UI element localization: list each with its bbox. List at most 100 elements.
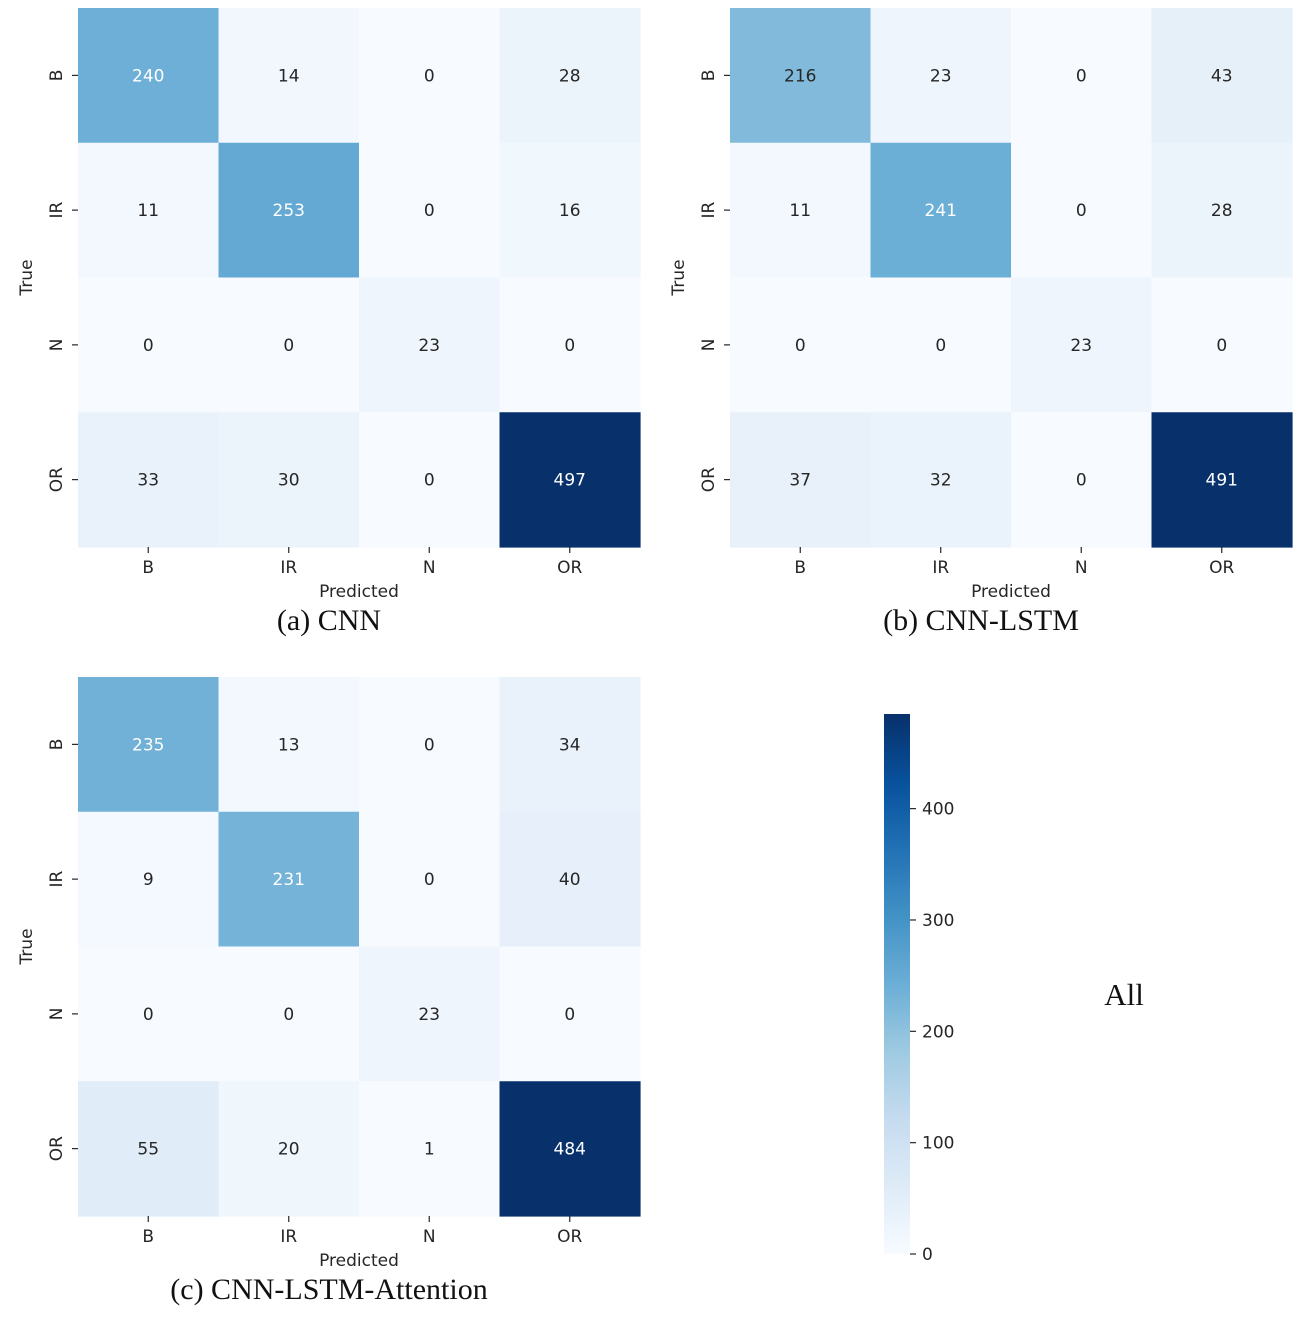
heatmap-cell — [730, 8, 872, 144]
heatmap-cell — [499, 277, 641, 413]
cell-value-label: 9 — [143, 870, 154, 890]
y-tick-label: N — [699, 339, 719, 352]
cell-value-label: 241 — [925, 201, 957, 221]
heatmap-cell — [78, 811, 220, 948]
cell-value-label: 0 — [1076, 471, 1087, 491]
heatmap-cell — [499, 8, 641, 144]
y-tick-label: B — [47, 70, 67, 82]
heatmap-cell — [218, 1081, 360, 1217]
heatmap-cell — [359, 677, 501, 813]
cell-value-label: 33 — [137, 471, 159, 491]
y-tick-label: N — [47, 339, 67, 352]
heatmap-cell — [359, 142, 501, 279]
heatmap-cell — [218, 8, 360, 144]
heatmap-cell — [359, 277, 501, 413]
colorbar-tick-label: 0 — [922, 1245, 933, 1265]
heatmap-cell — [359, 8, 501, 144]
x-tick-label: B — [142, 558, 154, 578]
cell-value-label: 0 — [424, 201, 435, 221]
cell-value-label: 32 — [930, 471, 952, 491]
x-tick-label: OR — [557, 558, 582, 578]
cell-value-label: 231 — [273, 870, 305, 890]
cell-value-label: 0 — [424, 870, 435, 890]
heatmap-cell — [359, 811, 501, 948]
cell-value-label: 491 — [1206, 471, 1238, 491]
heatmap-cell — [499, 811, 641, 948]
cell-value-label: 34 — [559, 735, 581, 755]
cell-value-label: 43 — [1211, 66, 1233, 86]
panel-caption: (c) CNN-LSTM-Attention — [170, 1273, 487, 1306]
x-axis-label: Predicted — [319, 582, 399, 602]
heatmap-cell — [499, 1081, 641, 1217]
heatmap-cell — [730, 412, 872, 548]
y-tick-label: OR — [47, 467, 67, 492]
confusion-matrix-panel-c: 235 13 0 34 9 231 0 40 0 0 23 0 55 20 1 484 B IR N OR B IR N OR… — [17, 677, 641, 1306]
heatmap-cell — [870, 412, 1012, 548]
heatmap-cell — [730, 142, 872, 279]
colorbar: 0 100 200 300 400 — [884, 714, 954, 1265]
cell-value-label: 11 — [789, 201, 811, 221]
cell-value-label: 484 — [554, 1140, 586, 1160]
heatmap-cell — [218, 277, 360, 413]
colorbar-gradient — [884, 714, 910, 1254]
heatmap-cell — [1151, 277, 1293, 413]
heatmap-cell — [870, 8, 1012, 144]
cell-value-label: 23 — [418, 336, 440, 356]
heatmap-cell — [870, 142, 1012, 279]
heatmap-cell — [78, 412, 220, 548]
cell-value-label: 23 — [418, 1005, 440, 1025]
panel-caption: (a) CNN — [277, 604, 381, 637]
y-axis-label: True — [17, 928, 37, 965]
cell-value-label: 0 — [143, 1005, 154, 1025]
cell-value-label: 0 — [564, 1005, 575, 1025]
cell-value-label: 37 — [789, 471, 811, 491]
cell-value-label: 0 — [283, 336, 294, 356]
cell-value-label: 240 — [132, 66, 164, 86]
cell-value-label: 0 — [424, 66, 435, 86]
heatmap-cell — [1011, 412, 1153, 548]
cell-value-label: 23 — [930, 66, 952, 86]
x-tick-label: B — [794, 558, 806, 578]
heatmap-cell — [218, 811, 360, 948]
cell-value-label: 497 — [554, 471, 586, 491]
cell-value-label: 0 — [424, 471, 435, 491]
x-tick-label: N — [423, 558, 436, 578]
x-tick-label: N — [1075, 558, 1088, 578]
heatmap-cell — [78, 1081, 220, 1217]
cell-value-label: 28 — [1211, 201, 1233, 221]
cell-value-label: 11 — [137, 201, 159, 221]
heatmap-cell — [499, 142, 641, 279]
heatmap-cell — [78, 677, 220, 813]
cell-value-label: 0 — [283, 1005, 294, 1025]
x-axis-label: Predicted — [971, 582, 1051, 602]
heatmap-cell — [730, 277, 872, 413]
heatmap-cell — [78, 277, 220, 413]
heatmap-cell — [1151, 412, 1293, 548]
cell-value-label: 16 — [559, 201, 581, 221]
heatmap-cell — [499, 946, 641, 1082]
cell-value-label: 253 — [273, 201, 305, 221]
cell-value-label: 0 — [1216, 336, 1227, 356]
heatmap-cell — [78, 142, 220, 279]
heatmap-cell — [218, 677, 360, 813]
x-tick-label: IR — [932, 558, 949, 578]
cell-value-label: 23 — [1070, 336, 1092, 356]
cell-value-label: 28 — [559, 66, 581, 86]
colorbar-tick-label: 300 — [922, 911, 954, 931]
x-tick-label: OR — [1209, 558, 1234, 578]
cell-value-label: 20 — [278, 1140, 300, 1160]
cell-value-label: 13 — [278, 735, 300, 755]
heatmap-cell — [78, 946, 220, 1082]
cell-value-label: 0 — [424, 735, 435, 755]
y-tick-label: N — [47, 1008, 67, 1021]
cell-value-label: 0 — [1076, 201, 1087, 221]
confusion-matrix-panel-b: 216 23 0 43 11 241 0 28 0 0 23 0 37 32 0 491 B IR N OR B IR N O… — [669, 8, 1293, 637]
cell-value-label: 0 — [564, 336, 575, 356]
heatmap-cell — [1151, 142, 1293, 279]
y-tick-label: B — [47, 739, 67, 751]
y-axis-label: True — [669, 259, 689, 296]
x-tick-label: B — [142, 1227, 154, 1247]
heatmap-cell — [359, 1081, 501, 1217]
x-axis-label: Predicted — [319, 1251, 399, 1271]
